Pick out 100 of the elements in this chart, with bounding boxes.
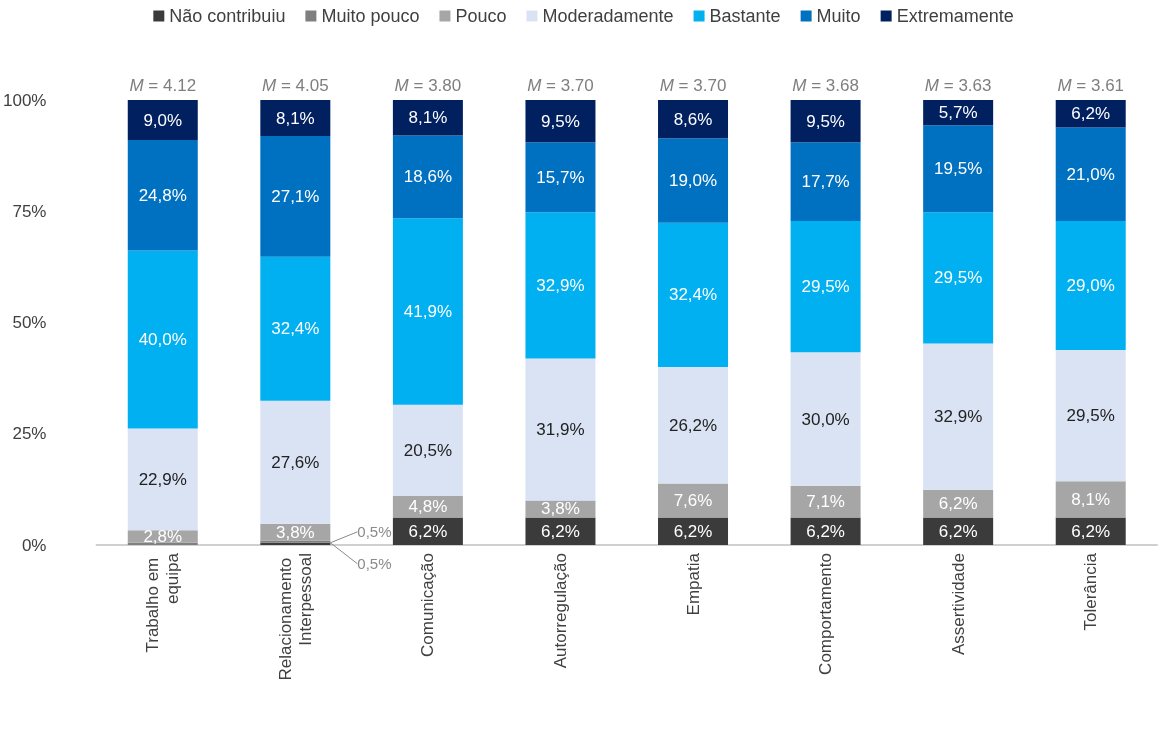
annotation: M = 3.80 <box>394 76 462 95</box>
annotation: M = 4.05 <box>262 76 329 95</box>
bar <box>127 140 198 251</box>
data-label: 6,2% <box>673 521 713 541</box>
legend-label: Moderadamente <box>542 6 674 26</box>
bar <box>392 100 463 136</box>
legend-label: Bastante <box>709 6 781 26</box>
data-label: 0,5% <box>357 555 392 573</box>
bar <box>923 212 994 344</box>
data-label: 4,8% <box>408 497 448 517</box>
data-label: 24,8% <box>138 185 187 205</box>
x-tick-label: Relacionamento Interpessoal <box>275 553 315 681</box>
data-label: 2,8% <box>143 527 183 547</box>
data-label: 29,5% <box>801 277 850 297</box>
data-label: 6,2% <box>1071 104 1111 124</box>
data-label: 18,6% <box>403 167 452 187</box>
y-tick-label: 75% <box>12 201 47 221</box>
data-label: 32,4% <box>668 285 718 305</box>
bar <box>392 218 463 405</box>
bar <box>127 428 198 531</box>
bar <box>127 250 198 429</box>
data-label: 29,5% <box>934 268 983 288</box>
x-tick-label: Assertividade <box>948 553 968 656</box>
data-label: 9,5% <box>806 111 845 131</box>
data-label: 41,9% <box>403 302 452 322</box>
x-tick-label: Comunicação <box>418 553 438 657</box>
data-label: 40,0% <box>138 329 187 349</box>
data-label: 3,8% <box>541 499 580 519</box>
data-label: 22,9% <box>138 469 187 489</box>
bar <box>1055 350 1126 482</box>
bar <box>260 100 331 137</box>
x-tick-label: Tolerância <box>1081 552 1101 631</box>
bar <box>525 212 596 359</box>
legend-label: Muito pouco <box>321 6 420 26</box>
bar <box>1055 481 1126 518</box>
data-label: 19,5% <box>934 159 983 179</box>
bar <box>790 352 861 486</box>
legend-label: Muito <box>816 6 861 26</box>
bar <box>392 404 463 497</box>
data-label: 17,7% <box>801 172 850 192</box>
data-label: 27,1% <box>271 186 320 206</box>
data-label: 7,6% <box>673 491 713 510</box>
bar <box>127 100 198 141</box>
data-label: 0,5% <box>357 523 392 541</box>
data-label: 31,9% <box>536 420 585 440</box>
data-label: 8,1% <box>408 108 448 128</box>
data-label: 21,0% <box>1066 164 1115 184</box>
data-label: 9,0% <box>143 110 183 130</box>
data-label: 6,2% <box>806 521 845 541</box>
data-label: 32,9% <box>536 275 585 295</box>
annotation: M = 3.70 <box>659 76 727 95</box>
data-label: 8,1% <box>275 108 315 128</box>
y-tick-label: 25% <box>12 424 47 444</box>
y-tick-label: 0% <box>21 535 47 555</box>
data-label: 5,7% <box>938 103 978 123</box>
bar <box>1055 221 1126 351</box>
annotation: M = 3.70 <box>527 76 594 95</box>
data-label: 32,4% <box>271 319 320 339</box>
legend-label: Não contribuiu <box>169 6 286 26</box>
x-tick-label: Autorregulação <box>550 553 570 669</box>
legend-label: Pouco <box>455 6 507 26</box>
x-tick-label: Trabalho em equipa <box>143 552 183 653</box>
data-label: 15,7% <box>536 167 585 187</box>
data-label: 7,1% <box>806 492 845 512</box>
bar <box>923 343 994 490</box>
data-label: 6,2% <box>408 521 448 541</box>
bar <box>790 100 861 143</box>
annotation: M = 3.68 <box>792 76 859 95</box>
x-tick-label: Empatia <box>683 552 703 616</box>
data-label: 29,5% <box>1066 406 1115 426</box>
bar <box>790 221 861 353</box>
data-label: 6,2% <box>541 521 580 541</box>
bar <box>260 256 331 401</box>
annotation: M = 4.12 <box>129 76 197 95</box>
data-label: 6,2% <box>938 521 978 541</box>
data-label: 6,2% <box>1071 521 1111 541</box>
data-label: 19,0% <box>668 171 718 191</box>
bar <box>658 138 729 223</box>
annotation: M = 3.61 <box>1057 76 1125 95</box>
bar <box>1055 127 1126 222</box>
y-tick-label: 100% <box>3 90 47 110</box>
bar <box>923 125 994 213</box>
data-label: 3,8% <box>275 522 315 542</box>
bar <box>392 135 463 219</box>
data-label: 8,6% <box>673 109 713 129</box>
data-label: 32,9% <box>934 407 983 427</box>
data-label: 8,1% <box>1071 489 1111 509</box>
data-label: 6,2% <box>938 494 978 514</box>
y-tick-label: 50% <box>12 313 47 332</box>
bar <box>260 400 331 524</box>
bar <box>658 367 729 484</box>
bar <box>525 358 596 501</box>
bar <box>525 142 596 213</box>
bar <box>260 136 331 257</box>
data-label: 9,5% <box>541 111 580 131</box>
x-tick-label: Comportamento <box>816 553 836 675</box>
legend-label: Extremamente <box>896 6 1014 26</box>
data-label: 29,0% <box>1066 276 1115 296</box>
bar <box>790 142 861 222</box>
annotation: M = 3.63 <box>924 76 992 95</box>
